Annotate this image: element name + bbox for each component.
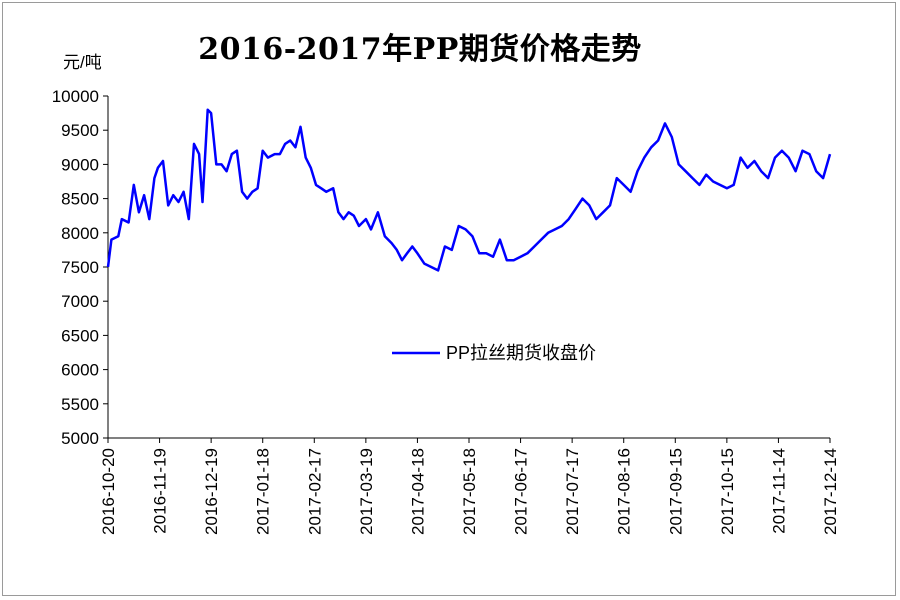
y-tick-label: 9000	[61, 155, 99, 174]
x-tick-label: 2017-10-15	[718, 448, 737, 535]
x-tick-label: 2017-02-17	[305, 448, 324, 535]
x-tick-label: 2017-12-14	[821, 448, 840, 535]
x-tick-label: 2017-04-18	[408, 448, 427, 535]
y-axis-unit-label: 元/吨	[63, 53, 102, 72]
x-tick-label: 2016-11-19	[151, 448, 170, 534]
y-tick-label: 8500	[61, 190, 99, 209]
legend: PP拉丝期货收盘价	[392, 343, 596, 363]
legend-label: PP拉丝期货收盘价	[446, 343, 596, 363]
series-line	[106, 108, 832, 272]
y-tick-label: 7500	[61, 258, 99, 277]
y-tick-label: 5500	[61, 395, 99, 414]
x-tick-label: 2017-05-18	[460, 448, 479, 535]
x-tick-label: 2016-12-19	[202, 448, 221, 535]
x-tick-label: 2017-08-16	[615, 448, 634, 535]
x-tick-label: 2017-01-18	[254, 448, 273, 535]
chart-title: 2016-2017年PP期货价格走势	[198, 32, 642, 67]
y-tick-label: 9500	[61, 121, 99, 140]
x-tick-label: 2017-07-17	[563, 448, 582, 535]
x-tick-label: 2016-10-20	[99, 448, 118, 535]
series-layer	[106, 108, 832, 272]
y-tick-label: 5000	[61, 429, 99, 448]
y-tick-label: 8000	[61, 224, 99, 243]
x-tick-label: 2017-06-17	[512, 448, 531, 535]
y-tick-label: 6500	[61, 326, 99, 345]
x-tick-label: 2017-11-14	[769, 448, 788, 534]
x-tick-label: 2017-03-19	[357, 448, 376, 535]
x-axis: 2016-10-20 2016-11-19 2016-12-19 2017-01-18…	[99, 437, 840, 535]
y-tick-label: 10000	[52, 87, 99, 106]
y-axis: 5000 5500 6000 6500 7000 7500 8000 8500 9000 9500…	[52, 87, 109, 448]
y-tick-label: 6000	[61, 361, 99, 380]
x-tick-label: 2017-09-15	[666, 448, 685, 535]
y-tick-label: 7000	[61, 292, 99, 311]
